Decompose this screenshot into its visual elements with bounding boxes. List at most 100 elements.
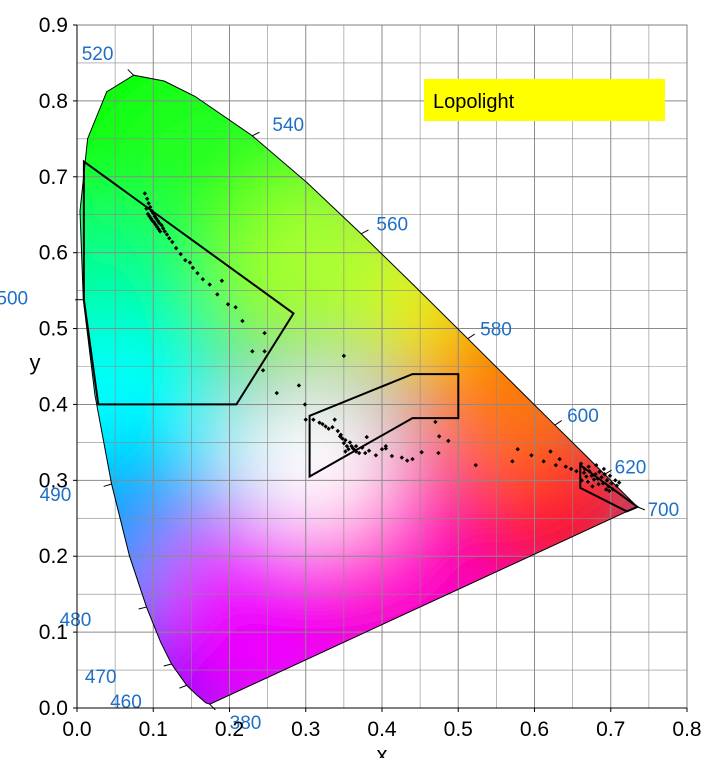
- x-tick-label: 0.7: [596, 718, 625, 741]
- data-point: [225, 302, 231, 307]
- wavelength-label: 600: [567, 406, 599, 427]
- data-point: [303, 417, 308, 422]
- data-point: [399, 455, 405, 460]
- data-point: [250, 349, 255, 354]
- wavelength-tick: [361, 229, 369, 235]
- data-point: [586, 464, 591, 469]
- data-point: [240, 318, 245, 324]
- data-point: [219, 278, 225, 283]
- data-point: [614, 483, 620, 488]
- wavelength-label: 480: [60, 610, 92, 631]
- data-point: [581, 470, 587, 475]
- data-point: [190, 265, 196, 271]
- data-point: [613, 478, 618, 483]
- x-tick-label: 0.1: [139, 718, 168, 741]
- data-point: [510, 459, 515, 464]
- data-point: [330, 425, 335, 430]
- data-point: [563, 464, 568, 469]
- data-point: [173, 245, 179, 251]
- data-point: [353, 443, 359, 449]
- wavelength-tick: [209, 703, 216, 711]
- data-point: [340, 436, 345, 441]
- data-point: [553, 462, 559, 468]
- data-point: [584, 474, 589, 479]
- y-axis-title: y: [30, 350, 41, 375]
- x-tick-label: 0.5: [444, 718, 473, 741]
- data-point: [146, 201, 151, 206]
- grid: [76, 24, 688, 709]
- data-point: [344, 443, 350, 449]
- data-point: [142, 191, 148, 196]
- wavelength-label: 380: [230, 713, 262, 734]
- data-point: [144, 196, 150, 201]
- wavelength-label: 620: [615, 457, 647, 478]
- data-point: [346, 447, 351, 452]
- data-point: [601, 466, 607, 472]
- data-point: [574, 469, 579, 474]
- data-point: [568, 466, 574, 472]
- data-point: [159, 223, 164, 228]
- data-point: [262, 349, 267, 354]
- data-point: [599, 475, 604, 480]
- wavelength-tick: [103, 483, 112, 487]
- data-point: [616, 480, 622, 485]
- data-point: [607, 488, 612, 494]
- y-tick-label: 0.9: [39, 14, 68, 37]
- data-point: [347, 440, 353, 445]
- wavelength-label: 540: [272, 115, 304, 136]
- x-tick-label: 0.2: [215, 718, 244, 741]
- data-point: [353, 449, 359, 454]
- data-point: [323, 424, 328, 429]
- spectral-locus: [79, 74, 639, 705]
- data-point: [610, 487, 616, 492]
- wavelength-label: 560: [376, 215, 408, 236]
- data-point: [195, 270, 200, 276]
- data-point: [335, 428, 340, 434]
- wavelength-tick: [179, 684, 187, 689]
- data-point: [183, 258, 188, 263]
- data-point: [433, 419, 438, 425]
- data-point: [317, 420, 322, 425]
- data-point: [446, 438, 451, 444]
- data-point: [585, 479, 591, 485]
- data-point: [383, 443, 389, 449]
- x-tick-label: 0.0: [62, 718, 91, 741]
- wavelength-label: 460: [110, 692, 142, 713]
- data-point: [548, 449, 553, 454]
- data-point: [593, 472, 598, 477]
- y-tick-label: 0.8: [39, 90, 68, 113]
- data-point: [162, 229, 167, 234]
- data-point: [589, 473, 594, 478]
- legend-swatch: [424, 79, 665, 121]
- data-point: [473, 462, 478, 468]
- data-point: [260, 368, 266, 373]
- data-point: [591, 477, 597, 482]
- data-point: [341, 353, 347, 359]
- y-tick-label: 0.5: [39, 318, 68, 341]
- wavelength-label: 520: [82, 44, 114, 65]
- data-point: [178, 251, 183, 257]
- y-tick-label: 0.2: [39, 545, 68, 568]
- y-tick-label: 0.1: [39, 621, 68, 644]
- axes: 0.0 0.1 0.2 0.3 0.4 0.5 0.6 0.7 0.8 0.0 0.1 0.2 0.3 0…: [30, 14, 702, 758]
- data-point: [436, 450, 441, 456]
- data-point: [364, 434, 369, 440]
- wavelength-tick: [127, 69, 134, 76]
- data-point: [359, 445, 365, 450]
- y-tick-label: 0.7: [39, 166, 68, 189]
- data-point: [200, 277, 206, 282]
- data-point: [262, 330, 267, 336]
- wavelength-tick: [467, 333, 476, 339]
- wavelength-tick: [554, 420, 563, 426]
- y-tick-label: 0.0: [39, 697, 68, 720]
- data-point: [529, 453, 534, 458]
- x-tick-label: 0.8: [672, 718, 701, 741]
- data-point: [607, 473, 613, 478]
- data-point: [515, 447, 520, 452]
- data-point: [341, 440, 347, 446]
- data-point: [215, 292, 220, 297]
- data-point: [151, 211, 156, 216]
- data-point: [167, 236, 172, 241]
- data-point: [274, 390, 279, 396]
